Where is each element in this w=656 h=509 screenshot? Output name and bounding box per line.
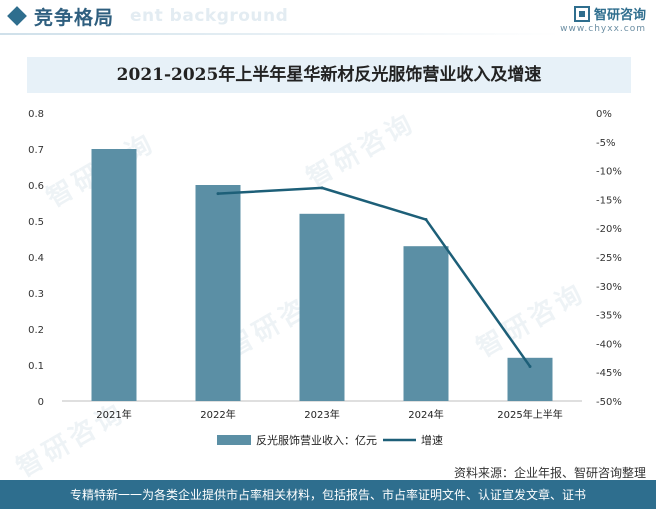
chart-area: 0 0.1 0.2 0.3 0.4 0.5 0.6 0.7 0.8 0% -5% -10% -15% -2… [28, 109, 622, 447]
legend-line-label: 增速 [421, 433, 443, 447]
y-right-tick-label: -50% [596, 397, 622, 408]
y-right-tick-label: -45% [596, 368, 622, 379]
y-left-tick-label: 0.3 [28, 289, 44, 300]
x-tick-label: 2021年 [96, 408, 131, 421]
footer-bar: 专精特新一一为各类企业提供市占率相关材料，包括报告、市占率证明文件、认证宣发文章… [0, 480, 656, 509]
growth-point [216, 192, 220, 196]
bar [91, 149, 137, 401]
y-left-tick-label: 0.8 [28, 109, 44, 120]
y-left-tick-label: 0.7 [28, 145, 44, 156]
legend-bar-swatch [217, 435, 251, 445]
growth-point [320, 186, 324, 190]
header-ghost-text: ent background [130, 6, 289, 26]
x-tick-label: 2025年上半年 [497, 408, 562, 421]
source-note: 资料来源：企业年报、智研咨询整理 [453, 466, 646, 480]
brand-logo: 智研咨询 www.chyxx.com [560, 4, 646, 34]
y-right-tick-label: -25% [596, 253, 622, 264]
growth-point [528, 364, 532, 368]
x-tick-label: 2024年 [408, 408, 443, 421]
growth-line [217, 186, 532, 368]
section-title: 竞争格局 [34, 7, 115, 29]
brand-url: www.chyxx.com [560, 24, 646, 34]
x-tick-label: 2022年 [200, 408, 235, 421]
y-left-tick-label: 0 [38, 397, 44, 408]
y-right-tick-label: -15% [596, 195, 622, 206]
y-right-tick-label: -10% [596, 167, 622, 178]
header-divider [0, 33, 560, 35]
y-right-tick-label: -35% [596, 311, 622, 322]
bar [195, 185, 241, 401]
y-left-tick-label: 0.6 [28, 181, 44, 192]
y-right-tick-label: -40% [596, 339, 622, 350]
legend-bar-label: 反光服饰营业收入：亿元 [256, 433, 377, 447]
bar [403, 246, 449, 401]
brand-name: 智研咨询 [593, 8, 646, 23]
y-left-tick-label: 0.1 [28, 361, 44, 372]
growth-point [424, 218, 428, 222]
chart-title: 2021-2025年上半年星华新材反光服饰营业收入及增速 [116, 65, 542, 85]
y-left-tick-label: 0.2 [28, 325, 44, 336]
bar [299, 213, 345, 401]
chart-title-bar: 2021-2025年上半年星华新材反光服饰营业收入及增速 [27, 57, 631, 93]
y-left-tick-label: 0.5 [28, 217, 44, 228]
y-right-tick-label: -5% [596, 138, 615, 149]
y-right-tick-label: -30% [596, 282, 622, 293]
header: 竞争格局 ent background 智研咨询 www.chyxx.com [0, 0, 656, 40]
x-tick-label: 2023年 [304, 408, 339, 421]
brand-logo-icon [573, 5, 590, 22]
y-right-tick-label: 0% [596, 109, 612, 120]
footer-text: 专精特新一一为各类企业提供市占率相关材料，包括报告、市占率证明文件、认证宣发文章… [69, 488, 586, 502]
y-right-tick-label: -20% [596, 224, 622, 235]
y-left-tick-label: 0.4 [28, 253, 44, 264]
